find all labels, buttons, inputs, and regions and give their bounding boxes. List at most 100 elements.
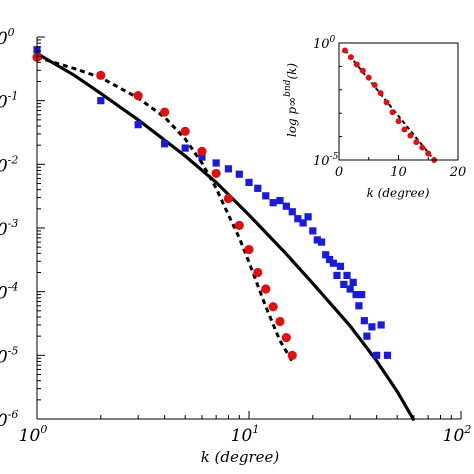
blue-square-point: [282, 202, 290, 210]
inset-red-circle-point: [425, 150, 432, 157]
blue-square-point: [336, 262, 345, 270]
blue-square-point: [212, 159, 220, 167]
tick-base: 10: [0, 156, 8, 176]
blue-square-point: [317, 238, 326, 246]
tick-base: 10: [0, 29, 8, 49]
blue-square-point: [299, 219, 307, 227]
red-circle-point: [211, 168, 221, 179]
blue-square-point: [346, 285, 354, 293]
blue-square-point: [288, 208, 296, 216]
blue-square-point: [134, 121, 142, 129]
inset-x-tick-label: 10: [390, 165, 407, 180]
blue-square-point: [349, 278, 357, 286]
tick-base: 10: [0, 347, 8, 367]
red-circle-point: [253, 267, 263, 278]
main-plot: 10010110210010-110-210-310-410-510-6 k (…: [0, 26, 471, 466]
inset-red-circle-point: [413, 139, 420, 146]
inset-red-circle-point: [401, 126, 408, 133]
main-x-tick-label: 100: [19, 423, 48, 446]
blue-square-point: [322, 251, 330, 259]
inset-y-axis-title: log p∞bnd(k): [283, 63, 299, 138]
blue-square-point: [383, 351, 392, 359]
main-axes: [36, 36, 462, 420]
inset-points: [341, 47, 438, 163]
inset-y-tick-label: 100: [313, 35, 336, 52]
inset-red-circle-point: [377, 90, 384, 97]
inset-red-circle-point: [395, 118, 402, 125]
blue-square-point: [340, 280, 348, 289]
red-circle-point: [234, 220, 244, 230]
blue-square-point: [309, 227, 317, 235]
main-x-axis-title: k (degree): [201, 448, 280, 466]
blue-square-point: [294, 215, 302, 223]
tick-base: 10: [231, 426, 253, 446]
red-circle-point: [180, 126, 190, 136]
main-x-tick-label: 101: [231, 423, 260, 446]
inset-red-circle-point: [341, 47, 348, 54]
blue-square-point: [368, 323, 376, 331]
red-circle-point: [244, 244, 254, 255]
dotted-fit-line: [36, 55, 294, 363]
tick-exponent: 0: [8, 26, 15, 39]
inset-y-axis-title-main: log p∞: [285, 97, 299, 137]
tick-exponent: 0: [40, 423, 47, 436]
inset-lines: [344, 49, 435, 161]
red-circle-point: [197, 146, 207, 156]
blue-square-point: [326, 255, 334, 264]
inset-axes: [338, 42, 459, 161]
inset-red-circle-point: [419, 144, 426, 151]
blue-square-point: [198, 153, 206, 161]
tick-base: 10: [0, 411, 8, 431]
inset-x-tick-label: 20: [449, 165, 467, 180]
main-y-tick-label: 10-6: [0, 408, 18, 431]
tick-exponent: -3: [8, 217, 19, 230]
blue-square-point: [352, 290, 360, 299]
tick-base: 10: [0, 220, 8, 240]
blue-square-point: [343, 271, 351, 280]
tick-exponent: -2: [8, 153, 19, 166]
tick-exponent: 1: [252, 423, 259, 436]
inset-dotted-fit-line: [344, 49, 435, 161]
blue-square-point: [360, 317, 368, 325]
red-circle-point: [268, 302, 278, 312]
blue-square-point: [304, 213, 312, 221]
blue-square-point: [262, 192, 270, 200]
red-circle-point: [160, 107, 170, 117]
blue-square-point: [313, 236, 321, 244]
inset-x-tick-label: 0: [335, 165, 343, 180]
red-circle-point: [275, 316, 285, 327]
tick-base: 10: [313, 37, 330, 52]
red-circle-point: [261, 284, 271, 294]
red-circle-point: [287, 350, 297, 360]
blue-square-point: [363, 332, 371, 340]
inset-red-circle-point: [353, 61, 360, 68]
tick-exponent: -5: [330, 152, 339, 162]
blue-square-point: [245, 178, 253, 187]
tick-base: 10: [0, 284, 8, 304]
tick-base: 10: [313, 154, 330, 169]
inset-x-axis-title: k (degree): [367, 186, 430, 200]
inset-red-circle-point: [383, 99, 390, 106]
main-y-tick-label: 10-1: [0, 90, 18, 113]
blue-square-point: [358, 290, 366, 299]
main-y-tick-label: 10-5: [0, 344, 18, 367]
inset-y-axis-title-sup: bnd: [283, 79, 293, 97]
blue-square-point: [276, 196, 284, 205]
blue-square-point: [224, 165, 233, 173]
inset-red-circle-point: [347, 54, 354, 61]
main-tick-labels: 10010110210010-110-210-310-410-510-6: [0, 26, 471, 446]
inset-y-tick-label: 10-5: [313, 152, 339, 169]
main-y-tick-label: 10-4: [0, 281, 18, 304]
inset-y-axis-title-suffix: (k): [285, 63, 299, 80]
main-points: [32, 46, 392, 360]
main-y-tick-label: 10-2: [0, 153, 18, 176]
tick-base: 10: [443, 426, 465, 446]
red-circle-point: [223, 193, 234, 204]
red-circle-point: [281, 332, 291, 343]
blue-square-point: [161, 140, 169, 148]
red-circle-point: [96, 70, 106, 80]
tick-exponent: -4: [8, 281, 19, 294]
